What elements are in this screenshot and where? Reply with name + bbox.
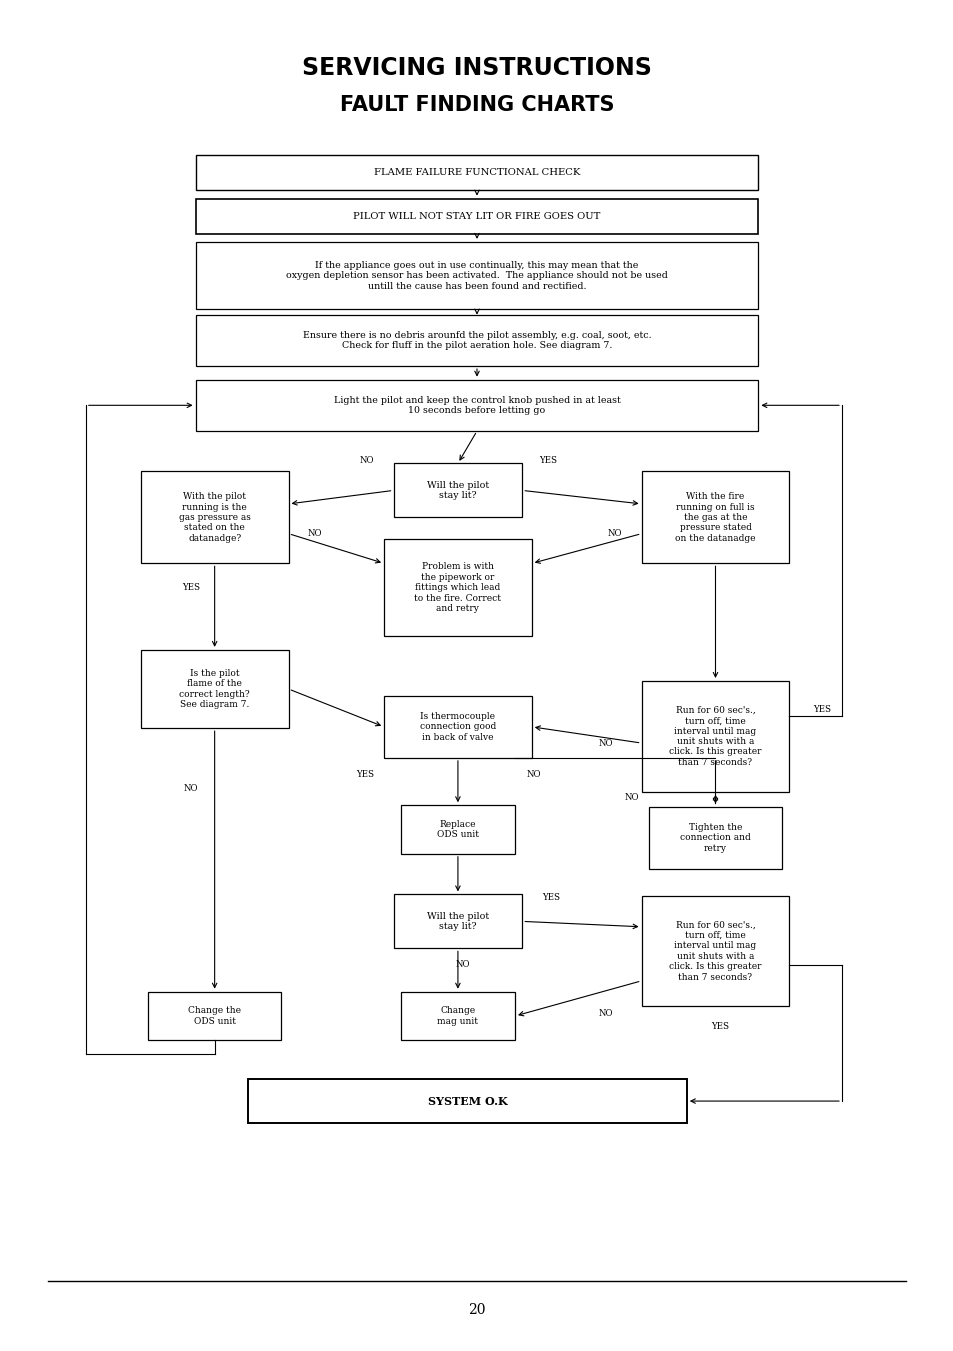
Text: Ensure there is no debris arounfd the pilot assembly, e.g. coal, soot, etc.
Chec: Ensure there is no debris arounfd the pi… xyxy=(302,331,651,350)
Text: YES: YES xyxy=(356,770,374,778)
FancyBboxPatch shape xyxy=(195,242,758,309)
Text: FAULT FINDING CHARTS: FAULT FINDING CHARTS xyxy=(339,96,614,115)
FancyBboxPatch shape xyxy=(383,539,531,636)
Text: YES: YES xyxy=(182,584,199,592)
Text: Run for 60 sec's.,
turn off, time
interval until mag
unit shuts with a
click. Is: Run for 60 sec's., turn off, time interv… xyxy=(669,705,760,767)
Text: NO: NO xyxy=(624,793,639,801)
Text: YES: YES xyxy=(539,457,557,465)
FancyBboxPatch shape xyxy=(400,805,515,854)
Text: Is the pilot
flame of the
correct length?
See diagram 7.: Is the pilot flame of the correct length… xyxy=(179,669,250,709)
FancyBboxPatch shape xyxy=(640,471,789,563)
FancyBboxPatch shape xyxy=(141,650,288,728)
FancyBboxPatch shape xyxy=(648,807,781,869)
Text: Change the
ODS unit: Change the ODS unit xyxy=(188,1006,241,1025)
FancyBboxPatch shape xyxy=(195,199,758,234)
FancyBboxPatch shape xyxy=(640,896,789,1006)
Text: YES: YES xyxy=(541,893,559,901)
Text: NO: NO xyxy=(455,961,470,969)
Text: NO: NO xyxy=(526,770,541,778)
Text: Tighten the
connection and
retry: Tighten the connection and retry xyxy=(679,823,750,852)
FancyBboxPatch shape xyxy=(195,155,758,190)
Text: NO: NO xyxy=(359,457,375,465)
Text: Replace
ODS unit: Replace ODS unit xyxy=(436,820,478,839)
FancyBboxPatch shape xyxy=(195,315,758,366)
FancyBboxPatch shape xyxy=(393,463,522,517)
Text: FLAME FAILURE FUNCTIONAL CHECK: FLAME FAILURE FUNCTIONAL CHECK xyxy=(374,169,579,177)
Text: NO: NO xyxy=(598,739,613,747)
Text: Run for 60 sec's.,
turn off, time
interval until mag
unit shuts with a
click. Is: Run for 60 sec's., turn off, time interv… xyxy=(669,920,760,982)
Text: NO: NO xyxy=(607,530,622,538)
FancyBboxPatch shape xyxy=(195,380,758,431)
FancyBboxPatch shape xyxy=(400,992,515,1040)
Text: Will the pilot
stay lit?: Will the pilot stay lit? xyxy=(426,481,489,500)
Text: With the pilot
running is the
gas pressure as
stated on the
datanadge?: With the pilot running is the gas pressu… xyxy=(178,492,251,543)
FancyBboxPatch shape xyxy=(383,696,531,758)
Text: Light the pilot and keep the control knob pushed in at least
10 seconds before l: Light the pilot and keep the control kno… xyxy=(334,396,619,415)
Text: Change
mag unit: Change mag unit xyxy=(437,1006,477,1025)
Text: NO: NO xyxy=(307,530,322,538)
Text: 20: 20 xyxy=(468,1304,485,1317)
Text: NO: NO xyxy=(183,785,198,793)
Text: With the fire
running on full is
the gas at the
pressure stated
on the datanadge: With the fire running on full is the gas… xyxy=(675,492,755,543)
FancyBboxPatch shape xyxy=(393,894,522,948)
FancyBboxPatch shape xyxy=(148,992,281,1040)
Text: YES: YES xyxy=(812,705,830,713)
FancyBboxPatch shape xyxy=(640,681,789,792)
Text: SERVICING INSTRUCTIONS: SERVICING INSTRUCTIONS xyxy=(302,55,651,80)
FancyBboxPatch shape xyxy=(248,1079,686,1123)
FancyBboxPatch shape xyxy=(141,471,288,563)
Text: NO: NO xyxy=(598,1009,613,1017)
Text: Problem is with
the pipework or
fittings which lead
to the fire. Correct
and ret: Problem is with the pipework or fittings… xyxy=(414,562,501,613)
Text: Is thermocouple
connection good
in back of valve: Is thermocouple connection good in back … xyxy=(419,712,496,742)
Text: SYSTEM O.K: SYSTEM O.K xyxy=(427,1096,507,1106)
Text: PILOT WILL NOT STAY LIT OR FIRE GOES OUT: PILOT WILL NOT STAY LIT OR FIRE GOES OUT xyxy=(353,212,600,220)
Text: Will the pilot
stay lit?: Will the pilot stay lit? xyxy=(426,912,489,931)
Text: If the appliance goes out in use continually, this may mean that the
oxygen depl: If the appliance goes out in use continu… xyxy=(286,261,667,290)
Text: YES: YES xyxy=(711,1023,728,1031)
